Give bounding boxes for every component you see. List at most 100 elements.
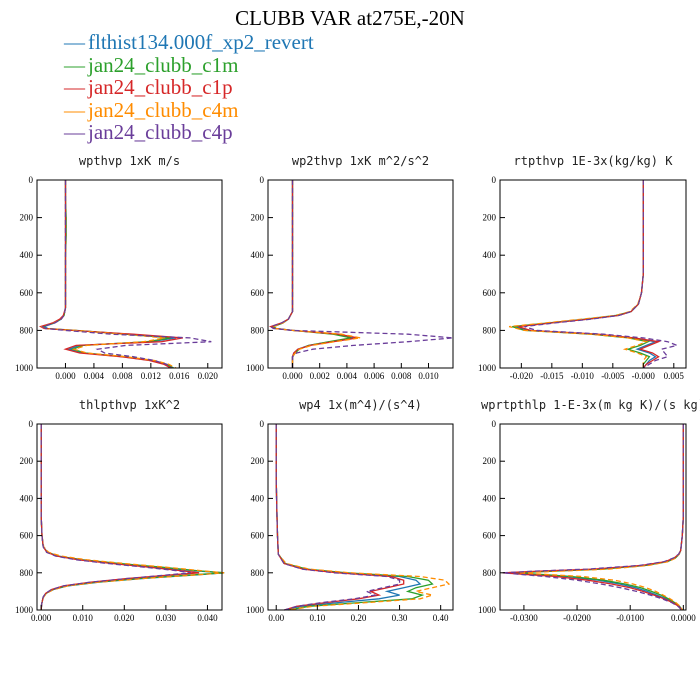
chart-panel: wp2thvp 1xK m^2/s^2 0 200 400 600 800 1000 0.00… bbox=[246, 154, 454, 381]
x-tick-label: 0.016 bbox=[169, 371, 190, 381]
x-tick-label: 0.000 bbox=[282, 371, 303, 381]
x-tick-label: -0.010 bbox=[571, 371, 595, 381]
legend-label: jan24_clubb_c1m bbox=[88, 52, 239, 77]
y-tick-label: 1000 bbox=[478, 363, 497, 373]
panel-title: wpthvp 1xK m/s bbox=[79, 154, 180, 168]
x-tick-label: -0.005 bbox=[601, 371, 625, 381]
y-tick-label: 600 bbox=[251, 531, 265, 541]
y-tick-label: 0 bbox=[492, 175, 497, 185]
x-tick-label: 0.004 bbox=[337, 371, 358, 381]
y-tick-label: 800 bbox=[251, 568, 265, 578]
legend-swatch: — bbox=[64, 120, 85, 144]
y-tick-label: 400 bbox=[251, 493, 265, 503]
plot-frame bbox=[499, 423, 687, 611]
panel-title: rtpthvp 1E-3x(kg/kg) K bbox=[514, 154, 674, 168]
x-tick-label: 0.020 bbox=[198, 371, 219, 381]
y-tick-label: 200 bbox=[251, 456, 265, 466]
plot-frame bbox=[499, 179, 687, 369]
series-line bbox=[272, 180, 352, 368]
legend-swatch: — bbox=[64, 30, 85, 54]
legend-item: — jan24_clubb_c4p bbox=[64, 121, 314, 144]
chart-panel: rtpthvp 1E-3x(kg/kg) K 0 200 400 600 800 1000 -… bbox=[478, 154, 687, 381]
x-tick-label: 0.012 bbox=[141, 371, 161, 381]
series-line bbox=[515, 180, 658, 369]
x-tick-label: -0.000 bbox=[632, 371, 656, 381]
y-tick-label: 400 bbox=[483, 493, 497, 503]
y-tick-label: 600 bbox=[251, 288, 265, 298]
chart-panel: wpthvp 1xK m/s 0 200 400 600 800 1000 0.000 0.00… bbox=[15, 154, 223, 381]
series-line bbox=[508, 180, 649, 368]
x-tick-label: 0.030 bbox=[156, 613, 177, 623]
y-tick-label: 0 bbox=[492, 419, 497, 429]
y-tick-label: 200 bbox=[483, 456, 497, 466]
legend-item: — jan24_clubb_c4m bbox=[64, 97, 314, 122]
series-line bbox=[40, 424, 225, 611]
x-tick-label: 0.006 bbox=[364, 371, 385, 381]
series-line bbox=[269, 180, 454, 368]
legend-swatch: — bbox=[64, 52, 85, 77]
y-tick-label: 1000 bbox=[246, 605, 265, 615]
panel-title: wp2thvp 1xK m^2/s^2 bbox=[292, 154, 429, 168]
series-line bbox=[41, 180, 212, 369]
panel-title: wprtpthlp 1-E-3x(m kg K)/(s kg) bbox=[481, 398, 700, 412]
plot-frame bbox=[36, 423, 223, 611]
series-line bbox=[40, 424, 191, 611]
y-tick-label: 0 bbox=[29, 419, 34, 429]
y-tick-label: 400 bbox=[20, 493, 34, 503]
plot-frame bbox=[36, 179, 223, 369]
x-tick-label: 0.20 bbox=[351, 613, 367, 623]
series-line bbox=[40, 424, 225, 611]
y-tick-label: 1000 bbox=[478, 605, 497, 615]
legend-item: — flthist134.000f_xp2_revert bbox=[64, 31, 314, 54]
x-tick-label: 0.040 bbox=[197, 613, 218, 623]
x-tick-label: 0.008 bbox=[112, 371, 133, 381]
series-line bbox=[275, 424, 434, 611]
x-tick-label: 0.010 bbox=[418, 371, 439, 381]
y-tick-label: 600 bbox=[483, 288, 497, 298]
x-tick-label: 0.0000 bbox=[671, 613, 696, 623]
x-tick-label: -0.0100 bbox=[616, 613, 644, 623]
x-tick-label: 0.000 bbox=[31, 613, 52, 623]
series-line bbox=[272, 180, 361, 368]
y-tick-label: 600 bbox=[483, 531, 497, 541]
series-line bbox=[275, 424, 401, 611]
y-tick-label: 200 bbox=[20, 456, 34, 466]
series-line bbox=[518, 424, 684, 611]
chart-panel: wprtpthlp 1-E-3x(m kg K)/(s kg) 0 200 400 60… bbox=[478, 398, 700, 623]
panel-title: wp4 1x(m^4)/(s^4) bbox=[299, 398, 422, 412]
y-tick-label: 1000 bbox=[15, 605, 34, 615]
y-tick-label: 800 bbox=[251, 325, 265, 335]
y-tick-label: 1000 bbox=[246, 363, 265, 373]
legend: — flthist134.000f_xp2_revert — jan24_clubb… bbox=[64, 31, 314, 144]
y-tick-label: 800 bbox=[483, 568, 497, 578]
x-tick-label: -0.0300 bbox=[510, 613, 538, 623]
y-tick-label: 600 bbox=[20, 531, 34, 541]
x-tick-label: 0.30 bbox=[392, 613, 408, 623]
series-line bbox=[40, 424, 225, 611]
x-tick-label: 0.00 bbox=[268, 613, 284, 623]
x-tick-label: 0.005 bbox=[664, 371, 685, 381]
page-title: CLUBB VAR at275E,-20N bbox=[235, 6, 465, 30]
legend-item: — jan24_clubb_c1m bbox=[64, 52, 314, 77]
series-line bbox=[502, 424, 684, 611]
series-line bbox=[40, 424, 200, 611]
legend-item: — jan24_clubb_c1p bbox=[64, 76, 314, 99]
x-tick-label: -0.015 bbox=[540, 371, 564, 381]
series-line bbox=[268, 180, 358, 368]
legend-label: flthist134.000f_xp2_revert bbox=[88, 30, 314, 54]
y-tick-label: 200 bbox=[20, 213, 34, 223]
plot-frame bbox=[267, 179, 454, 369]
series-line bbox=[275, 424, 451, 611]
panel-title: thlpthvp 1xK^2 bbox=[79, 398, 180, 412]
y-tick-label: 800 bbox=[20, 568, 34, 578]
series-line bbox=[524, 180, 680, 369]
y-tick-label: 600 bbox=[20, 288, 34, 298]
y-tick-label: 400 bbox=[483, 250, 497, 260]
series-line bbox=[275, 424, 405, 611]
x-tick-label: 0.000 bbox=[55, 371, 76, 381]
x-tick-label: 0.10 bbox=[309, 613, 325, 623]
legend-swatch: — bbox=[64, 97, 85, 122]
